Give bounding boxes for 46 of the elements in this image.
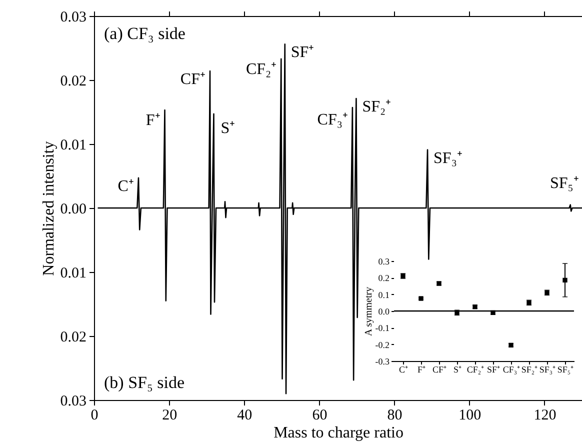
annotation: CF⁺ (180, 71, 205, 88)
annotation: F⁺ (146, 112, 160, 130)
annotation: SF₃⁺ (434, 150, 462, 167)
y-axis-title: Normalized intensity (40, 141, 58, 276)
y-tick-label: 0.02 (60, 330, 86, 346)
annotation: CF₂⁺ (246, 60, 276, 78)
y-tick-label: 0.3 (378, 256, 390, 266)
x-tick-label: S⁺ (453, 364, 462, 374)
y-tick-label: 0.2 (378, 273, 390, 284)
x-tick-label: CF⁺ (432, 364, 447, 374)
x-tick-label: SF⁺ (486, 364, 500, 374)
x-axis-title: Mass to charge ratio (274, 424, 404, 442)
x-tick-label: C⁺ (398, 364, 408, 374)
x-tick-label: 20 (162, 408, 178, 424)
annotation: SF₂⁺ (362, 98, 391, 116)
x-tick-label: CF₂⁺ (466, 364, 484, 374)
x-tick-label: 40 (237, 408, 252, 424)
x-tick-label: 0 (90, 408, 98, 424)
annotation: SF₅⁺ (550, 174, 578, 192)
y-tick-label: 0.03 (60, 394, 86, 410)
y-tick-label: 0.01 (60, 266, 86, 282)
x-tick-label: 120 (534, 408, 556, 424)
x-tick-label: 80 (387, 408, 402, 424)
y-tick-label: 0.0 (378, 306, 390, 316)
y-tick-label: 0.00 (60, 202, 86, 218)
annotation: S⁺ (220, 120, 235, 137)
y-tick-label: -0.2 (375, 340, 390, 350)
x-tick-label: 60 (312, 408, 328, 424)
y-tick-label: -0.1 (375, 323, 390, 334)
annotation: (a) CF₃ side (104, 24, 186, 43)
annotation: (b) SF₅ side (104, 373, 185, 392)
x-tick-label: CF₃⁺ (502, 364, 520, 374)
y-tick-label: 0.1 (378, 290, 390, 300)
y-tick-label: 0.01 (60, 138, 86, 154)
y-tick-label: 0.03 (60, 10, 86, 26)
x-tick-label: SF₅⁺ (557, 364, 574, 374)
y-axis-title: A symmetry (363, 286, 374, 336)
y-tick-label: -0.3 (375, 356, 390, 366)
y-tick-label: 0.02 (60, 74, 86, 90)
x-tick-label: F⁺ (417, 364, 426, 374)
x-tick-label: SF₂⁺ (521, 364, 538, 374)
annotation: C⁺ (118, 178, 134, 195)
x-tick-label: SF₃⁺ (539, 364, 556, 374)
annotation: SF⁺ (290, 44, 314, 62)
annotation: CF₃⁺ (317, 112, 348, 129)
x-tick-label: 100 (458, 408, 482, 424)
